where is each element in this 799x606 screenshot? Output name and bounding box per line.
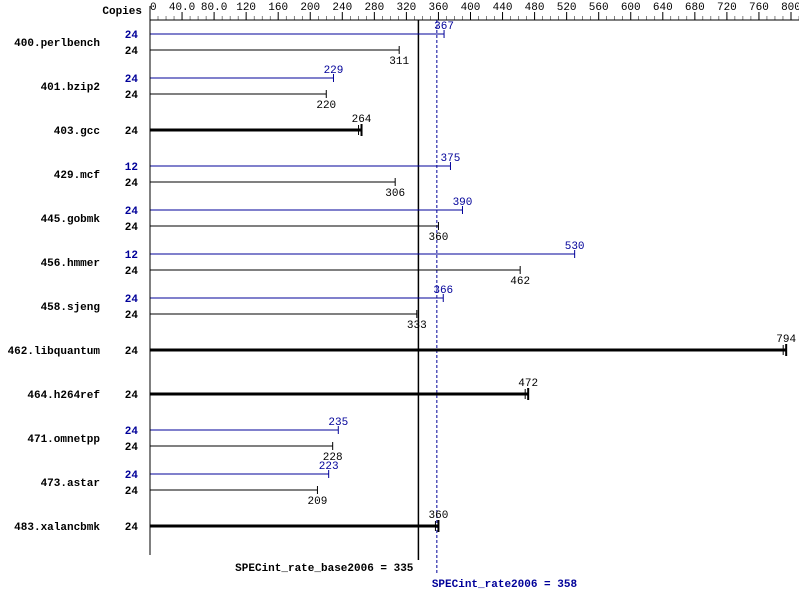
peak-value-label: 366 xyxy=(433,285,453,297)
copies-value-base: 24 xyxy=(125,46,139,58)
copies-value-peak: 24 xyxy=(125,74,139,86)
xaxis-tick-label: 240 xyxy=(332,2,352,14)
copies-value-base: 24 xyxy=(125,222,139,234)
xaxis-tick-label: 560 xyxy=(589,2,609,14)
spec-chart: 0 40.0 80.0 120 160 200 240 280 320 360 400 440 480 5… xyxy=(0,0,799,606)
copies-value: 24 xyxy=(125,126,139,138)
peak-value-label: 367 xyxy=(434,21,454,33)
peak-value-label: 375 xyxy=(441,153,461,165)
xaxis-tick-label: 720 xyxy=(717,2,737,14)
benchmark-label: 456.hmmer xyxy=(41,258,100,270)
peak-value-label: 229 xyxy=(324,65,344,77)
copies-value-base: 24 xyxy=(125,266,139,278)
xaxis-tick-label: 40.0 xyxy=(169,2,195,14)
copies-value-peak: 12 xyxy=(125,250,138,262)
benchmark-label: 483.xalancbmk xyxy=(14,522,100,534)
xaxis-tick-label: 520 xyxy=(557,2,577,14)
base-value-label: 360 xyxy=(429,232,449,244)
copies-value-peak: 24 xyxy=(125,470,139,482)
base-value-label: 209 xyxy=(308,496,328,508)
base-value-label: 333 xyxy=(407,320,427,332)
base-value-label: 794 xyxy=(776,334,796,346)
xaxis-tick-label: 440 xyxy=(493,2,513,14)
copies-value-peak: 24 xyxy=(125,206,139,218)
copies-value-peak: 24 xyxy=(125,294,139,306)
base-value-label: 360 xyxy=(429,510,449,522)
copies-value: 24 xyxy=(125,522,139,534)
copies-value: 24 xyxy=(125,346,139,358)
benchmark-label: 400.perlbench xyxy=(14,38,100,50)
base-ref-label: SPECint_rate_base2006 = 335 xyxy=(235,563,414,575)
xaxis-tick-label: 680 xyxy=(685,2,705,14)
xaxis-tick-label: 400 xyxy=(461,2,481,14)
peak-value-label: 530 xyxy=(565,241,585,253)
benchmark-label: 429.mcf xyxy=(54,170,101,182)
copies-header: Copies xyxy=(102,6,142,18)
xaxis-tick-label: 320 xyxy=(396,2,416,14)
copies-value-peak: 12 xyxy=(125,162,138,174)
copies-value-base: 24 xyxy=(125,310,139,322)
benchmark-label: 401.bzip2 xyxy=(41,82,100,94)
base-value-label: 264 xyxy=(352,114,372,126)
base-value-label: 472 xyxy=(518,378,538,390)
benchmark-label: 473.astar xyxy=(41,478,100,490)
copies-value-base: 24 xyxy=(125,178,139,190)
xaxis-tick-label: 80.0 xyxy=(201,2,227,14)
copies-value: 24 xyxy=(125,390,139,402)
xaxis-tick-label: 0 xyxy=(150,2,157,14)
benchmark-label: 464.h264ref xyxy=(27,390,100,402)
copies-value-base: 24 xyxy=(125,486,139,498)
benchmark-label: 471.omnetpp xyxy=(27,434,100,446)
benchmark-label: 462.libquantum xyxy=(8,346,101,358)
xaxis-tick-label: 120 xyxy=(236,2,256,14)
xaxis-tick-label: 640 xyxy=(653,2,673,14)
xaxis-tick-label: 760 xyxy=(749,2,769,14)
xaxis-tick-label: 480 xyxy=(525,2,545,14)
xaxis-tick-label: 800 xyxy=(781,2,799,14)
peak-value-label: 390 xyxy=(453,197,473,209)
benchmark-label: 458.sjeng xyxy=(41,302,100,314)
peak-value-label: 223 xyxy=(319,461,339,473)
copies-value-peak: 24 xyxy=(125,426,139,438)
base-value-label: 306 xyxy=(385,188,405,200)
peak-value-label: 235 xyxy=(328,417,348,429)
copies-value-peak: 24 xyxy=(125,30,139,42)
copies-value-base: 24 xyxy=(125,90,139,102)
benchmark-label: 403.gcc xyxy=(54,126,100,138)
base-value-label: 220 xyxy=(316,100,336,112)
base-value-label: 462 xyxy=(510,276,530,288)
xaxis-tick-label: 360 xyxy=(429,2,449,14)
copies-value-base: 24 xyxy=(125,442,139,454)
rate-ref-label: SPECint_rate2006 = 358 xyxy=(432,579,578,591)
xaxis-tick-label: 280 xyxy=(364,2,384,14)
xaxis-tick-label: 600 xyxy=(621,2,641,14)
benchmark-label: 445.gobmk xyxy=(41,214,101,226)
xaxis-tick-label: 160 xyxy=(268,2,288,14)
base-value-label: 311 xyxy=(389,56,409,68)
xaxis-tick-label: 200 xyxy=(300,2,320,14)
